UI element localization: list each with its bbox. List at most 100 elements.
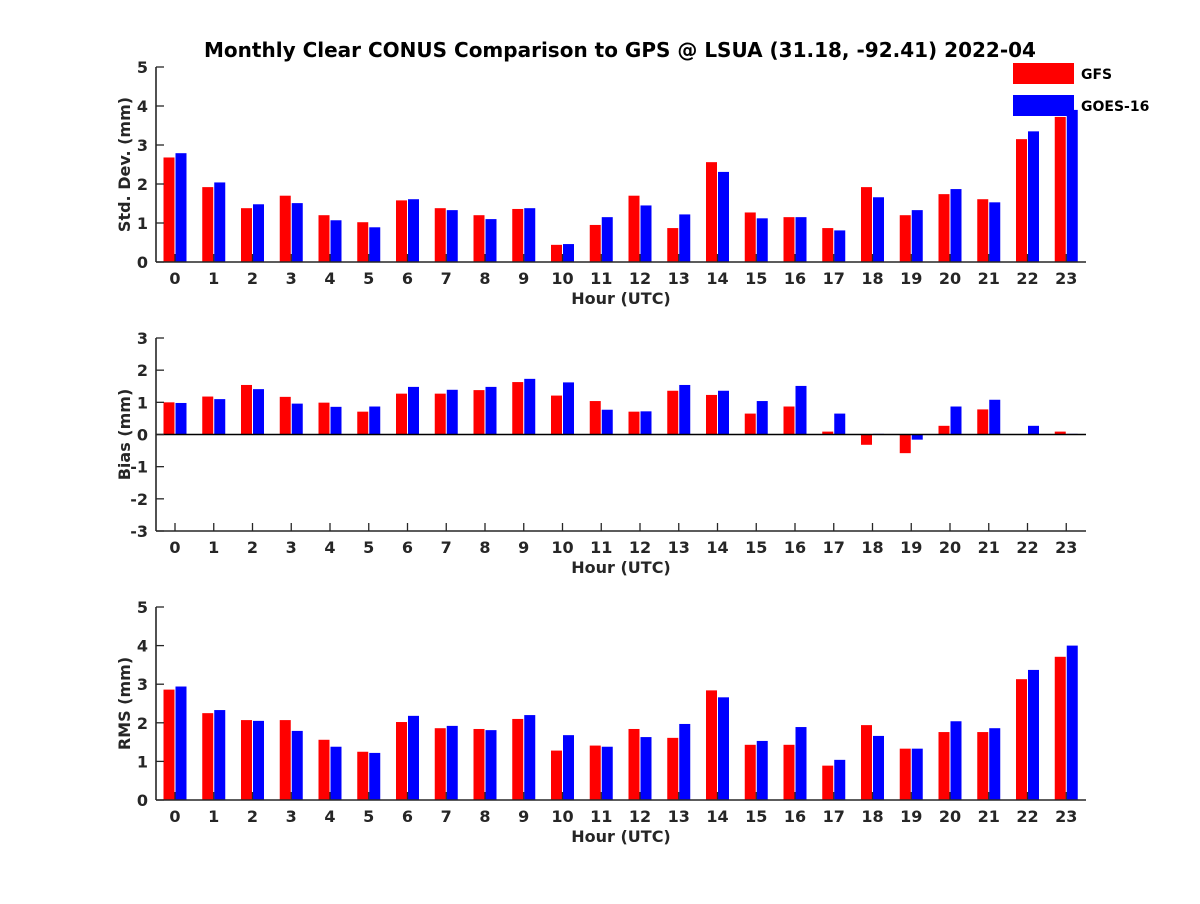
x-tick-label: 20 [939, 538, 961, 557]
x-tick-label: 22 [1016, 269, 1038, 288]
bar-gfs-hour-20 [939, 194, 950, 262]
x-tick-label: 18 [861, 807, 883, 826]
x-tick-label: 7 [441, 269, 452, 288]
x-tick-label: 6 [402, 807, 413, 826]
bar-goes16-hour-9 [524, 379, 535, 435]
x-tick-label: 5 [363, 269, 374, 288]
x-tick-label: 14 [706, 807, 728, 826]
bar-goes16-hour-12 [641, 205, 652, 262]
bar-gfs-hour-8 [474, 215, 485, 262]
bar-goes16-hour-4 [331, 747, 342, 800]
bar-goes16-hour-2 [253, 204, 264, 262]
bar-gfs-hour-21 [977, 199, 988, 262]
bar-goes16-hour-0 [176, 687, 187, 800]
x-axis-label: Hour (UTC) [571, 558, 671, 577]
bar-goes16-hour-8 [486, 219, 497, 262]
bar-goes16-hour-14 [718, 697, 729, 800]
bar-goes16-hour-16 [796, 386, 807, 435]
x-tick-label: 3 [286, 807, 297, 826]
x-tick-label: 8 [479, 807, 490, 826]
bar-gfs-hour-6 [396, 394, 407, 435]
bar-gfs-hour-9 [512, 209, 523, 262]
x-tick-label: 19 [900, 538, 922, 557]
bar-goes16-hour-0 [176, 403, 187, 435]
x-tick-label: 0 [169, 538, 180, 557]
bar-gfs-hour-9 [512, 719, 523, 800]
bar-gfs-hour-19 [900, 749, 911, 800]
bar-gfs-hour-16 [784, 407, 795, 435]
bar-goes16-hour-14 [718, 172, 729, 262]
bar-goes16-hour-17 [834, 414, 845, 435]
bar-goes16-hour-16 [796, 727, 807, 800]
bar-gfs-hour-14 [706, 162, 717, 262]
x-tick-label: 7 [441, 807, 452, 826]
bar-gfs-hour-7 [435, 394, 446, 435]
bar-gfs-hour-20 [939, 426, 950, 435]
bar-gfs-hour-8 [474, 729, 485, 800]
bar-goes16-hour-5 [369, 407, 380, 435]
x-tick-label: 14 [706, 538, 728, 557]
bar-goes16-hour-7 [447, 390, 458, 435]
bar-goes16-hour-23 [1067, 646, 1078, 800]
bar-gfs-hour-2 [241, 720, 252, 800]
x-tick-label: 13 [668, 538, 690, 557]
bar-goes16-hour-17 [834, 760, 845, 800]
bar-goes16-hour-2 [253, 389, 264, 434]
bar-gfs-hour-2 [241, 208, 252, 262]
x-tick-label: 12 [629, 807, 651, 826]
x-tick-label: 10 [551, 538, 573, 557]
x-tick-label: 21 [978, 269, 1000, 288]
bar-goes16-hour-22 [1028, 426, 1039, 435]
bar-gfs-hour-3 [280, 720, 291, 800]
x-axis-label: Hour (UTC) [571, 289, 671, 308]
x-tick-label: 16 [784, 269, 806, 288]
x-tick-label: 7 [441, 538, 452, 557]
bar-gfs-hour-22 [1016, 139, 1027, 262]
bar-goes16-hour-10 [563, 382, 574, 434]
bar-gfs-hour-11 [590, 746, 601, 800]
x-tick-label: 15 [745, 538, 767, 557]
x-tick-label: 19 [900, 807, 922, 826]
bar-gfs-hour-1 [202, 713, 213, 800]
x-tick-label: 15 [745, 807, 767, 826]
y-tick-label: 1 [137, 752, 148, 771]
bar-gfs-hour-17 [822, 228, 833, 262]
x-tick-label: 6 [402, 269, 413, 288]
x-tick-label: 6 [402, 538, 413, 557]
bar-goes16-hour-19 [912, 210, 923, 262]
chart-title: Monthly Clear CONUS Comparison to GPS @ … [204, 38, 1036, 62]
x-tick-label: 18 [861, 269, 883, 288]
bar-goes16-hour-1 [214, 710, 225, 800]
bar-goes16-hour-6 [408, 716, 419, 800]
bar-goes16-hour-2 [253, 721, 264, 800]
bar-gfs-hour-13 [667, 228, 678, 262]
y-tick-label: 0 [137, 426, 148, 445]
x-tick-label: 17 [823, 807, 845, 826]
x-tick-label: 17 [823, 538, 845, 557]
y-tick-label: 4 [137, 637, 148, 656]
bar-goes16-hour-11 [602, 217, 613, 262]
bar-gfs-hour-12 [629, 196, 640, 262]
bar-gfs-hour-0 [164, 402, 175, 434]
x-tick-label: 2 [247, 538, 258, 557]
bar-goes16-hour-15 [757, 218, 768, 262]
bar-goes16-hour-9 [524, 208, 535, 262]
bar-goes16-hour-17 [834, 230, 845, 262]
x-axis-label: Hour (UTC) [571, 827, 671, 846]
bar-goes16-hour-0 [176, 153, 187, 262]
bar-goes16-hour-8 [486, 387, 497, 435]
y-tick-label: -2 [130, 490, 148, 509]
bar-goes16-hour-21 [989, 728, 1000, 800]
bar-goes16-hour-7 [447, 210, 458, 262]
y-tick-label: 3 [137, 329, 148, 348]
bar-goes16-hour-22 [1028, 131, 1039, 262]
bar-gfs-hour-7 [435, 208, 446, 262]
bar-goes16-hour-23 [1067, 110, 1078, 262]
bar-gfs-hour-14 [706, 690, 717, 800]
x-tick-label: 1 [208, 807, 219, 826]
y-tick-label: 3 [137, 136, 148, 155]
x-tick-label: 5 [363, 538, 374, 557]
x-tick-label: 10 [551, 269, 573, 288]
bar-goes16-hour-20 [951, 721, 962, 800]
